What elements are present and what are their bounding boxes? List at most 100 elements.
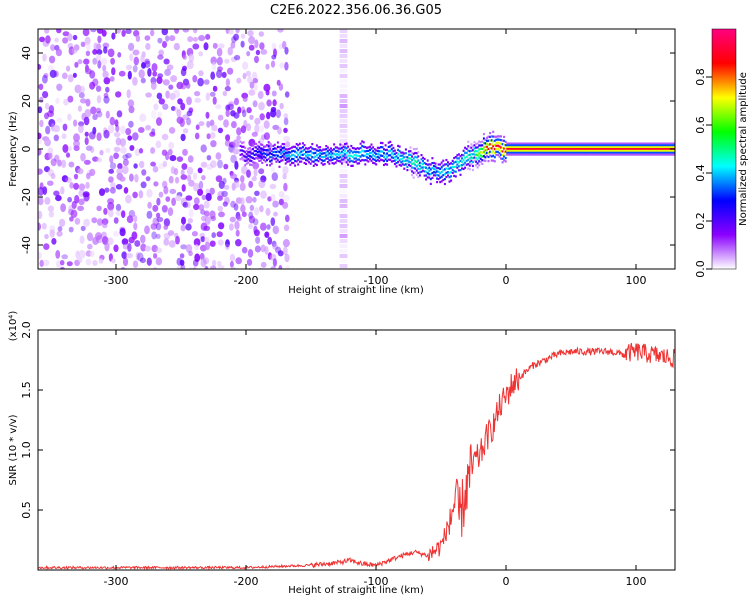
spectrogram-ridge-cell <box>598 148 601 151</box>
spectrogram-ridge-cell <box>512 153 515 156</box>
spectrogram-noise-cell <box>241 211 247 217</box>
spectrogram-ridge-cell <box>411 151 414 154</box>
spectrogram-noise-cell <box>285 214 290 223</box>
spectrogram-ridge-cell <box>565 148 568 151</box>
spectrogram-ridge-cell <box>417 163 420 166</box>
spectrogram-noise-cell <box>266 224 271 230</box>
spectrogram-ridge-cell <box>403 152 406 155</box>
spectrogram-ridge-cell <box>585 146 588 149</box>
spectrogram-noise-cell <box>188 250 193 257</box>
spectrogram-ridge-cell <box>481 159 484 162</box>
spectrogram-ridge-cell <box>467 140 470 143</box>
spectrogram-ridge-cell <box>443 168 446 171</box>
spectrogram-ridge-cell <box>306 150 309 153</box>
spectrogram-ridge-cell <box>598 142 601 145</box>
spectrogram-ridge-cell <box>515 153 518 156</box>
spectrogram-ridge-cell <box>529 153 532 156</box>
spectrogram-noise-cell <box>96 132 102 141</box>
spectrogram-ridge-cell <box>642 153 644 156</box>
spectrogram-ridge-cell <box>604 151 607 154</box>
spectrogram-noise-cell <box>270 266 277 269</box>
spectrogram-ridge-cell <box>375 163 378 166</box>
spectrogram-noise-cell <box>186 117 192 126</box>
spectrogram-ridge-cell <box>523 146 526 149</box>
spectrogram-ridge-cell <box>473 147 476 150</box>
spectrogram-noise-cell <box>107 208 114 218</box>
spectrogram-ridge-cell <box>649 146 652 149</box>
spectrogram-ridge-cell <box>486 151 488 154</box>
spectrogram-noise-cell <box>86 269 91 275</box>
spectrogram-noise-cell <box>264 231 270 238</box>
spectrogram-noise-cell <box>95 85 102 92</box>
spectrogram-ridge-cell <box>626 153 629 156</box>
spectrogram-noise-cell <box>182 54 187 60</box>
spectrogram-noise-cell <box>65 177 72 183</box>
spectrogram-ridge-cell <box>328 152 331 155</box>
spectrogram-ridge-cell <box>425 170 428 173</box>
spectrogram-ridge-cell <box>529 151 532 154</box>
spectrogram-ridge-cell <box>634 148 637 151</box>
spectrogram-noise-cell <box>38 83 44 91</box>
spectrogram-noise-cell <box>234 54 241 61</box>
spectrogram-ridge-cell <box>482 150 485 153</box>
spectrogram-ridge-cell <box>365 149 368 153</box>
spectrogram-ridge-cell <box>564 151 566 154</box>
spectrogram-ridge-cell <box>500 135 502 138</box>
spectrogram-ridge-cell <box>489 132 492 135</box>
spectrogram-noise-cell <box>85 98 91 107</box>
spectrogram-ridge-cell <box>437 167 440 170</box>
spectrogram-noise-cell <box>138 127 145 133</box>
spectrogram-ridge-cell <box>609 151 612 154</box>
spectrogram-ridge-cell <box>613 153 616 156</box>
spectrogram-ridge-cell <box>610 153 613 156</box>
spectrogram-noise-cell <box>44 166 50 173</box>
spectrogram-noise-cell <box>233 33 240 41</box>
spectrogram-noise-cell <box>176 108 182 118</box>
spectrogram-ridge-cell <box>567 142 570 145</box>
spectrogram-ridge-cell <box>540 151 543 154</box>
spectrogram-ridge-cell <box>479 144 482 147</box>
spectrogram-ridge-cell <box>487 135 490 138</box>
spectrogram-stripe-cell <box>339 39 348 43</box>
spectrogram-noise-cell <box>200 161 208 168</box>
spectrogram-ridge-cell <box>549 144 552 147</box>
spectrogram-ridge-cell <box>284 158 287 161</box>
spectrogram-ridge-cell <box>301 157 304 160</box>
spectrogram-ridge-cell <box>498 135 501 138</box>
spectrogram-ridge-cell <box>289 151 292 154</box>
spectrogram-ridge-cell <box>473 144 476 147</box>
spectrogram-ridge-cell <box>475 160 478 163</box>
spectrogram-noise-cell <box>83 218 90 227</box>
spectrogram-ridge-cell <box>535 144 538 147</box>
spectrogram-ridge-cell <box>409 164 412 168</box>
spectrogram-noise-cell <box>211 124 218 132</box>
spectrogram-noise-cell <box>54 70 59 78</box>
spectrogram-ridge-cell <box>612 153 615 156</box>
spectrogram-noise-cell <box>186 166 194 175</box>
spectrogram-ridge-cell <box>517 149 520 152</box>
spectrogram-ridge-cell <box>495 135 498 138</box>
spectrogram-ridge-cell <box>364 163 367 166</box>
spectrogram-ridge-cell <box>326 161 329 164</box>
spectrogram-ridge-cell <box>266 149 268 152</box>
spectrogram-ridge-cell <box>294 159 297 163</box>
spectrogram-ridge-cell <box>549 151 552 154</box>
spectrogram-noise-cell <box>77 168 84 175</box>
spectrogram-ridge-cell <box>364 146 367 149</box>
spectrogram-ridge-cell <box>273 147 276 150</box>
spectrogram-ridge-cell <box>556 153 559 156</box>
spectrogram-ridge-cell <box>326 153 329 156</box>
spectrogram-ridge-cell <box>646 148 649 151</box>
spectrogram-ridge-cell <box>514 144 517 147</box>
spectrogram-ridge-cell <box>272 157 275 160</box>
spectrogram-noise-cell <box>204 216 211 225</box>
spectrogram-ridge-cell <box>473 156 476 159</box>
spectrogram-ridge-cell <box>315 154 318 157</box>
y-tick-label: 1.5 <box>20 381 33 399</box>
spectrogram-ridge-cell <box>454 156 457 159</box>
spectrogram-ridge-cell <box>298 147 301 150</box>
spectrogram-noise-cell <box>169 155 177 162</box>
spectrogram-ridge-cell <box>557 151 560 154</box>
spectrogram-noise-cell <box>218 180 225 189</box>
spectrogram-noise-cell <box>67 113 72 121</box>
